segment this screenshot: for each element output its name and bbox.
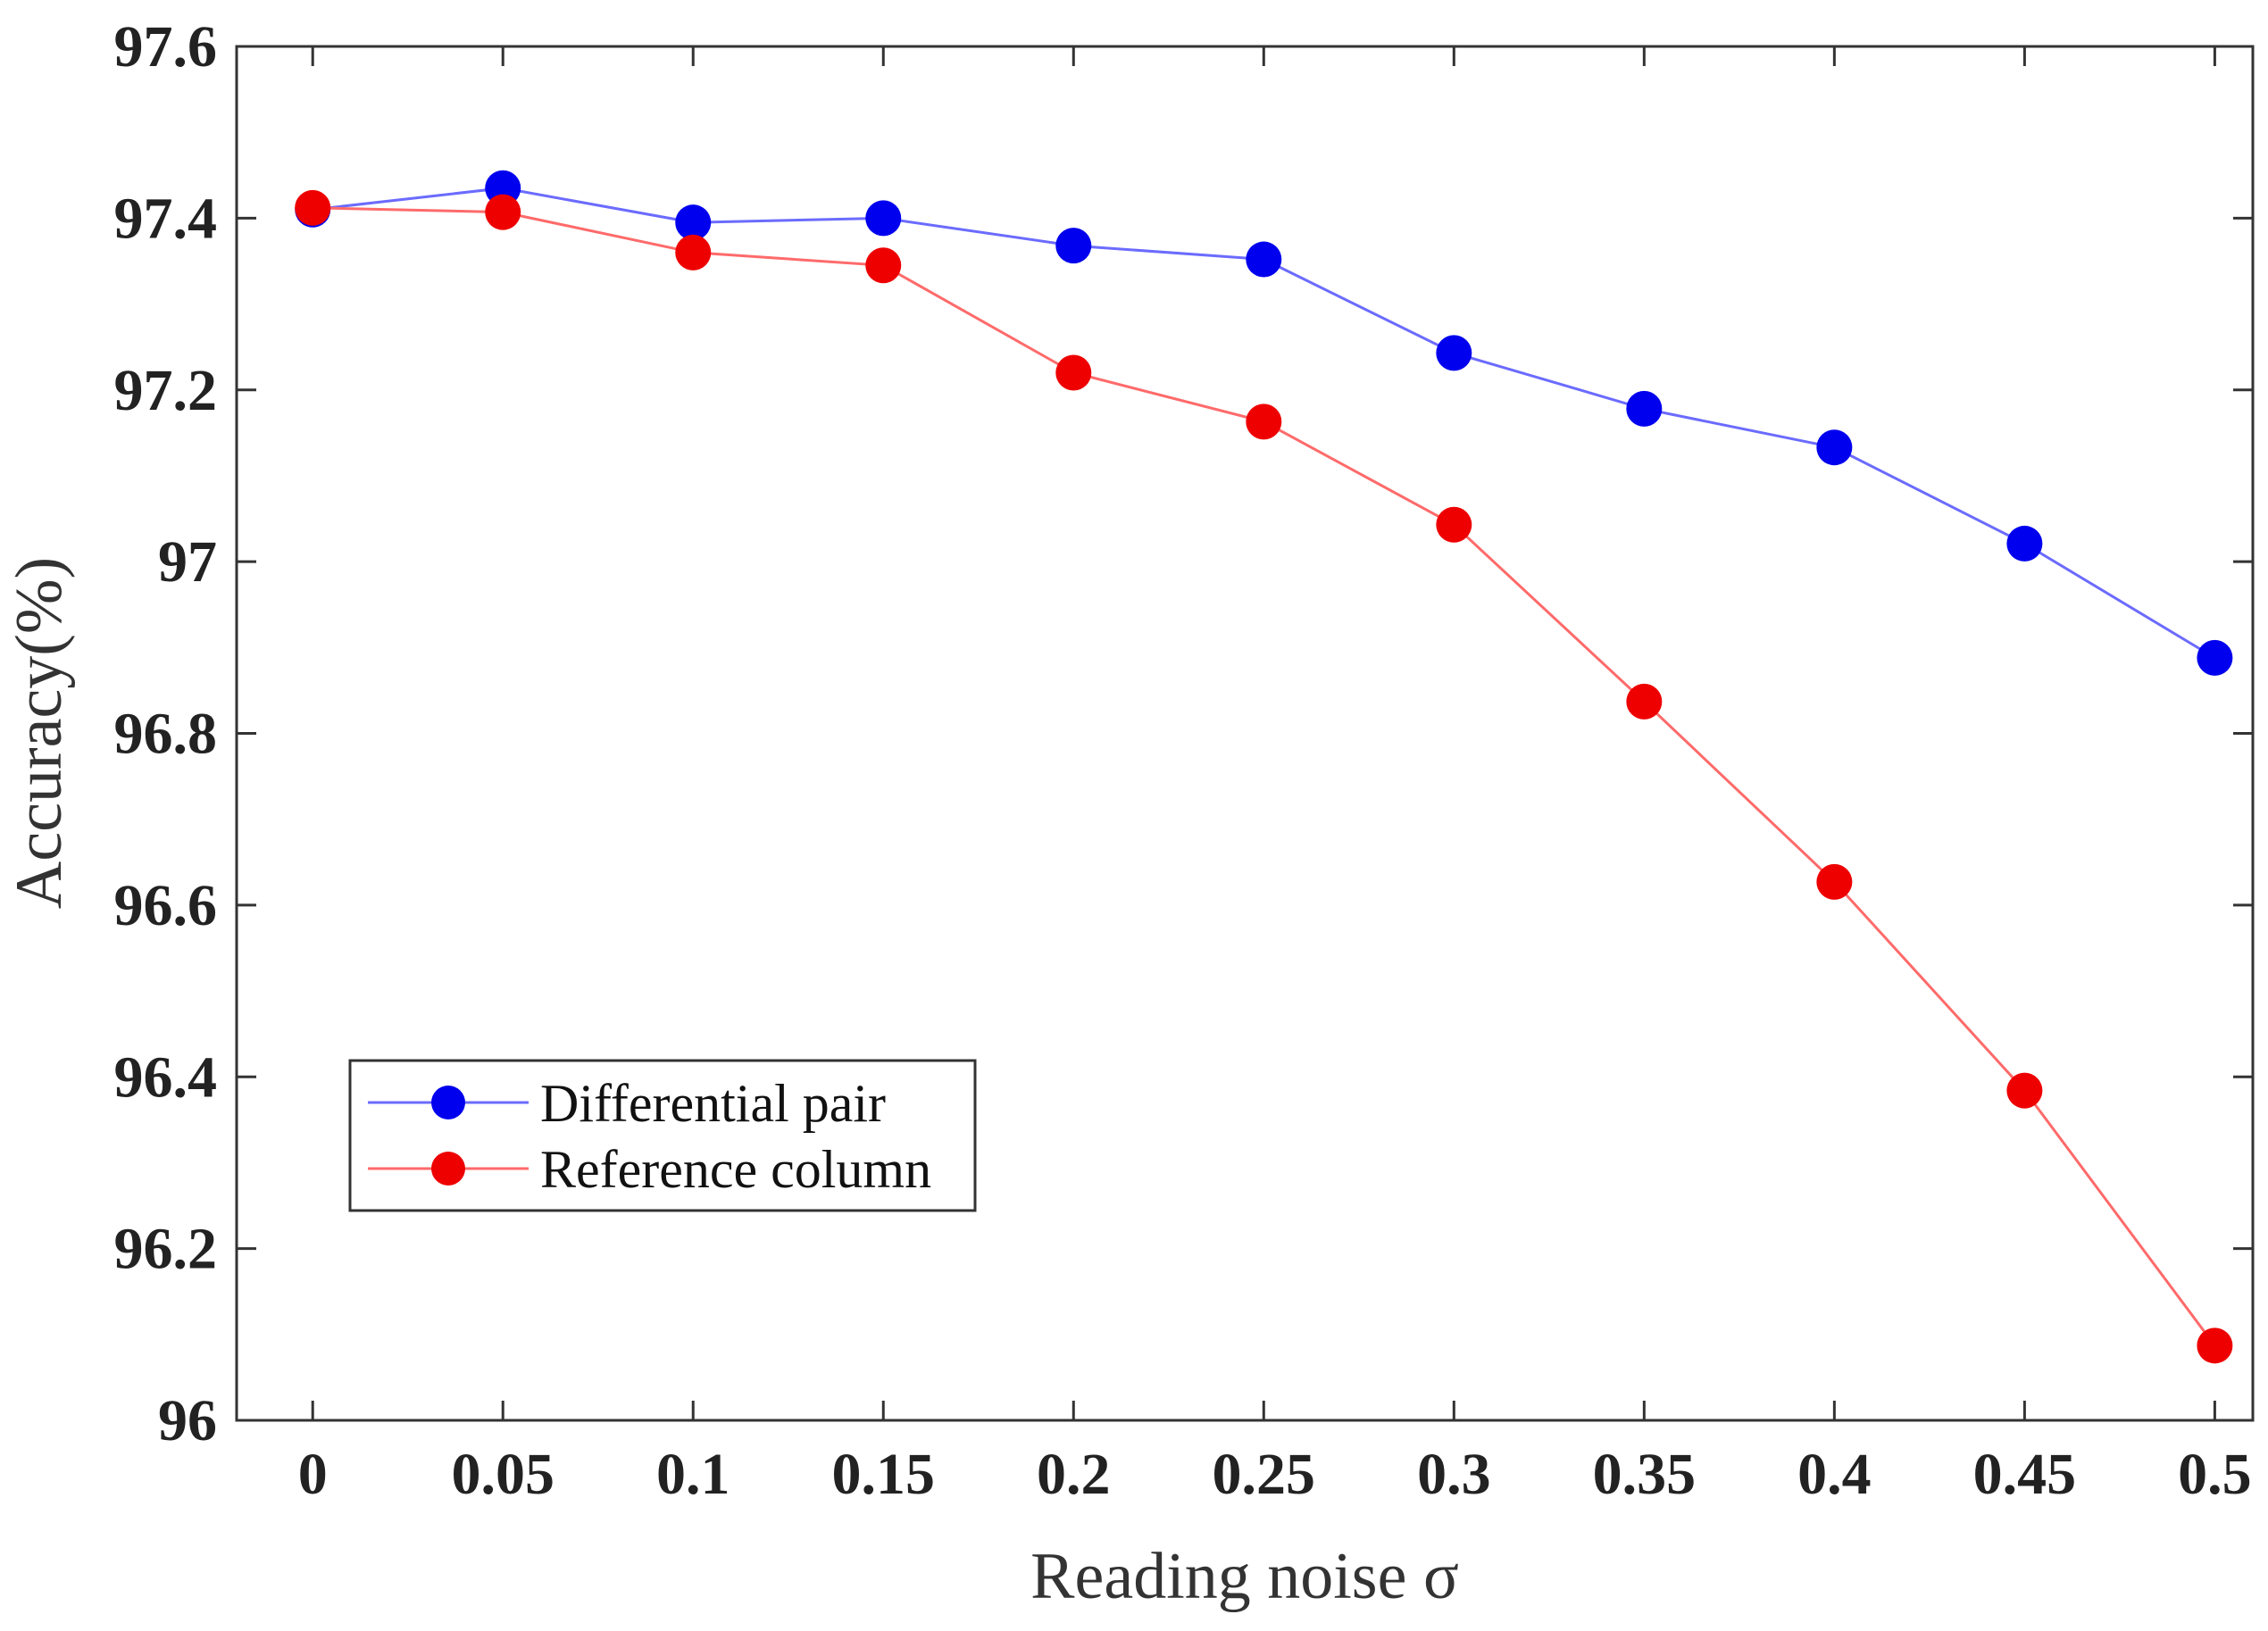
data-point-reference-column: [295, 189, 331, 226]
data-point-reference-column: [2006, 1072, 2043, 1109]
x-tick-label: 0.35: [1593, 1442, 1697, 1507]
series-points: [295, 170, 2233, 1364]
x-tick-label: 0.1: [656, 1442, 730, 1507]
data-point-reference-column: [1055, 354, 1092, 391]
data-point-reference-column: [2197, 1327, 2233, 1364]
legend: Differential pair Reference column: [348, 1059, 977, 1212]
data-point-reference-column: [1626, 683, 1663, 720]
y-tick-label: 96.6: [114, 873, 218, 938]
y-tick-label: 96.2: [114, 1217, 218, 1282]
y-tick-label: 97.6: [114, 14, 218, 79]
y-tick-label: 97.2: [114, 358, 218, 423]
x-tick-label: 0.4: [1797, 1442, 1872, 1507]
y-axis: 96 96.2 96.4 96.6 96.8 97 97.2 97.4 97.6: [114, 14, 2253, 1453]
x-tick-label: 0.5: [2178, 1442, 2252, 1507]
legend-box: [348, 1059, 977, 1212]
y-tick-label: 96.4: [114, 1044, 218, 1110]
legend-swatch-marker-reference: [431, 1152, 465, 1186]
data-point-differential-pair: [1055, 228, 1092, 264]
x-tick-label: 0.2: [1037, 1442, 1111, 1507]
x-tick-label: 0.05: [451, 1442, 554, 1507]
data-point-differential-pair: [865, 200, 902, 237]
x-tick-label: 0.45: [1973, 1442, 2077, 1507]
x-tick-label: 0.3: [1417, 1442, 1491, 1507]
data-point-reference-column: [1816, 863, 1853, 900]
data-point-reference-column: [1436, 506, 1472, 543]
x-tick-label: 0.25: [1213, 1442, 1316, 1507]
y-axis-label: Accuracy(%): [3, 557, 76, 909]
data-point-differential-pair: [675, 204, 712, 241]
y-tick-label: 97: [158, 529, 217, 595]
x-axis: 0 0.05 0.1 0.15 0.2 0.25 0.3 0.35 0.4 0.45 0.5: [298, 46, 2252, 1507]
data-point-differential-pair: [1816, 429, 1853, 466]
data-point-reference-column: [485, 194, 521, 230]
y-tick-label: 96: [158, 1388, 217, 1453]
x-tick-label: 0.15: [832, 1442, 936, 1507]
x-axis-label: Reading noise σ: [1030, 1540, 1459, 1613]
data-point-differential-pair: [1246, 241, 1282, 278]
data-point-differential-pair: [2197, 639, 2233, 676]
data-point-reference-column: [865, 247, 902, 284]
data-point-reference-column: [1246, 404, 1282, 440]
legend-label-differential: Differential pair: [540, 1074, 886, 1133]
legend-label-reference: Reference column: [540, 1140, 931, 1199]
data-point-differential-pair: [1436, 335, 1472, 371]
legend-swatch-marker-differential: [431, 1086, 465, 1119]
data-point-differential-pair: [2006, 525, 2043, 562]
y-tick-label: 96.8: [114, 702, 218, 767]
x-tick-label: 0: [298, 1442, 328, 1507]
plot-frame: [235, 45, 2255, 1422]
data-point-reference-column: [675, 234, 712, 270]
data-point-differential-pair: [1626, 390, 1663, 427]
y-tick-label: 97.4: [114, 186, 218, 251]
